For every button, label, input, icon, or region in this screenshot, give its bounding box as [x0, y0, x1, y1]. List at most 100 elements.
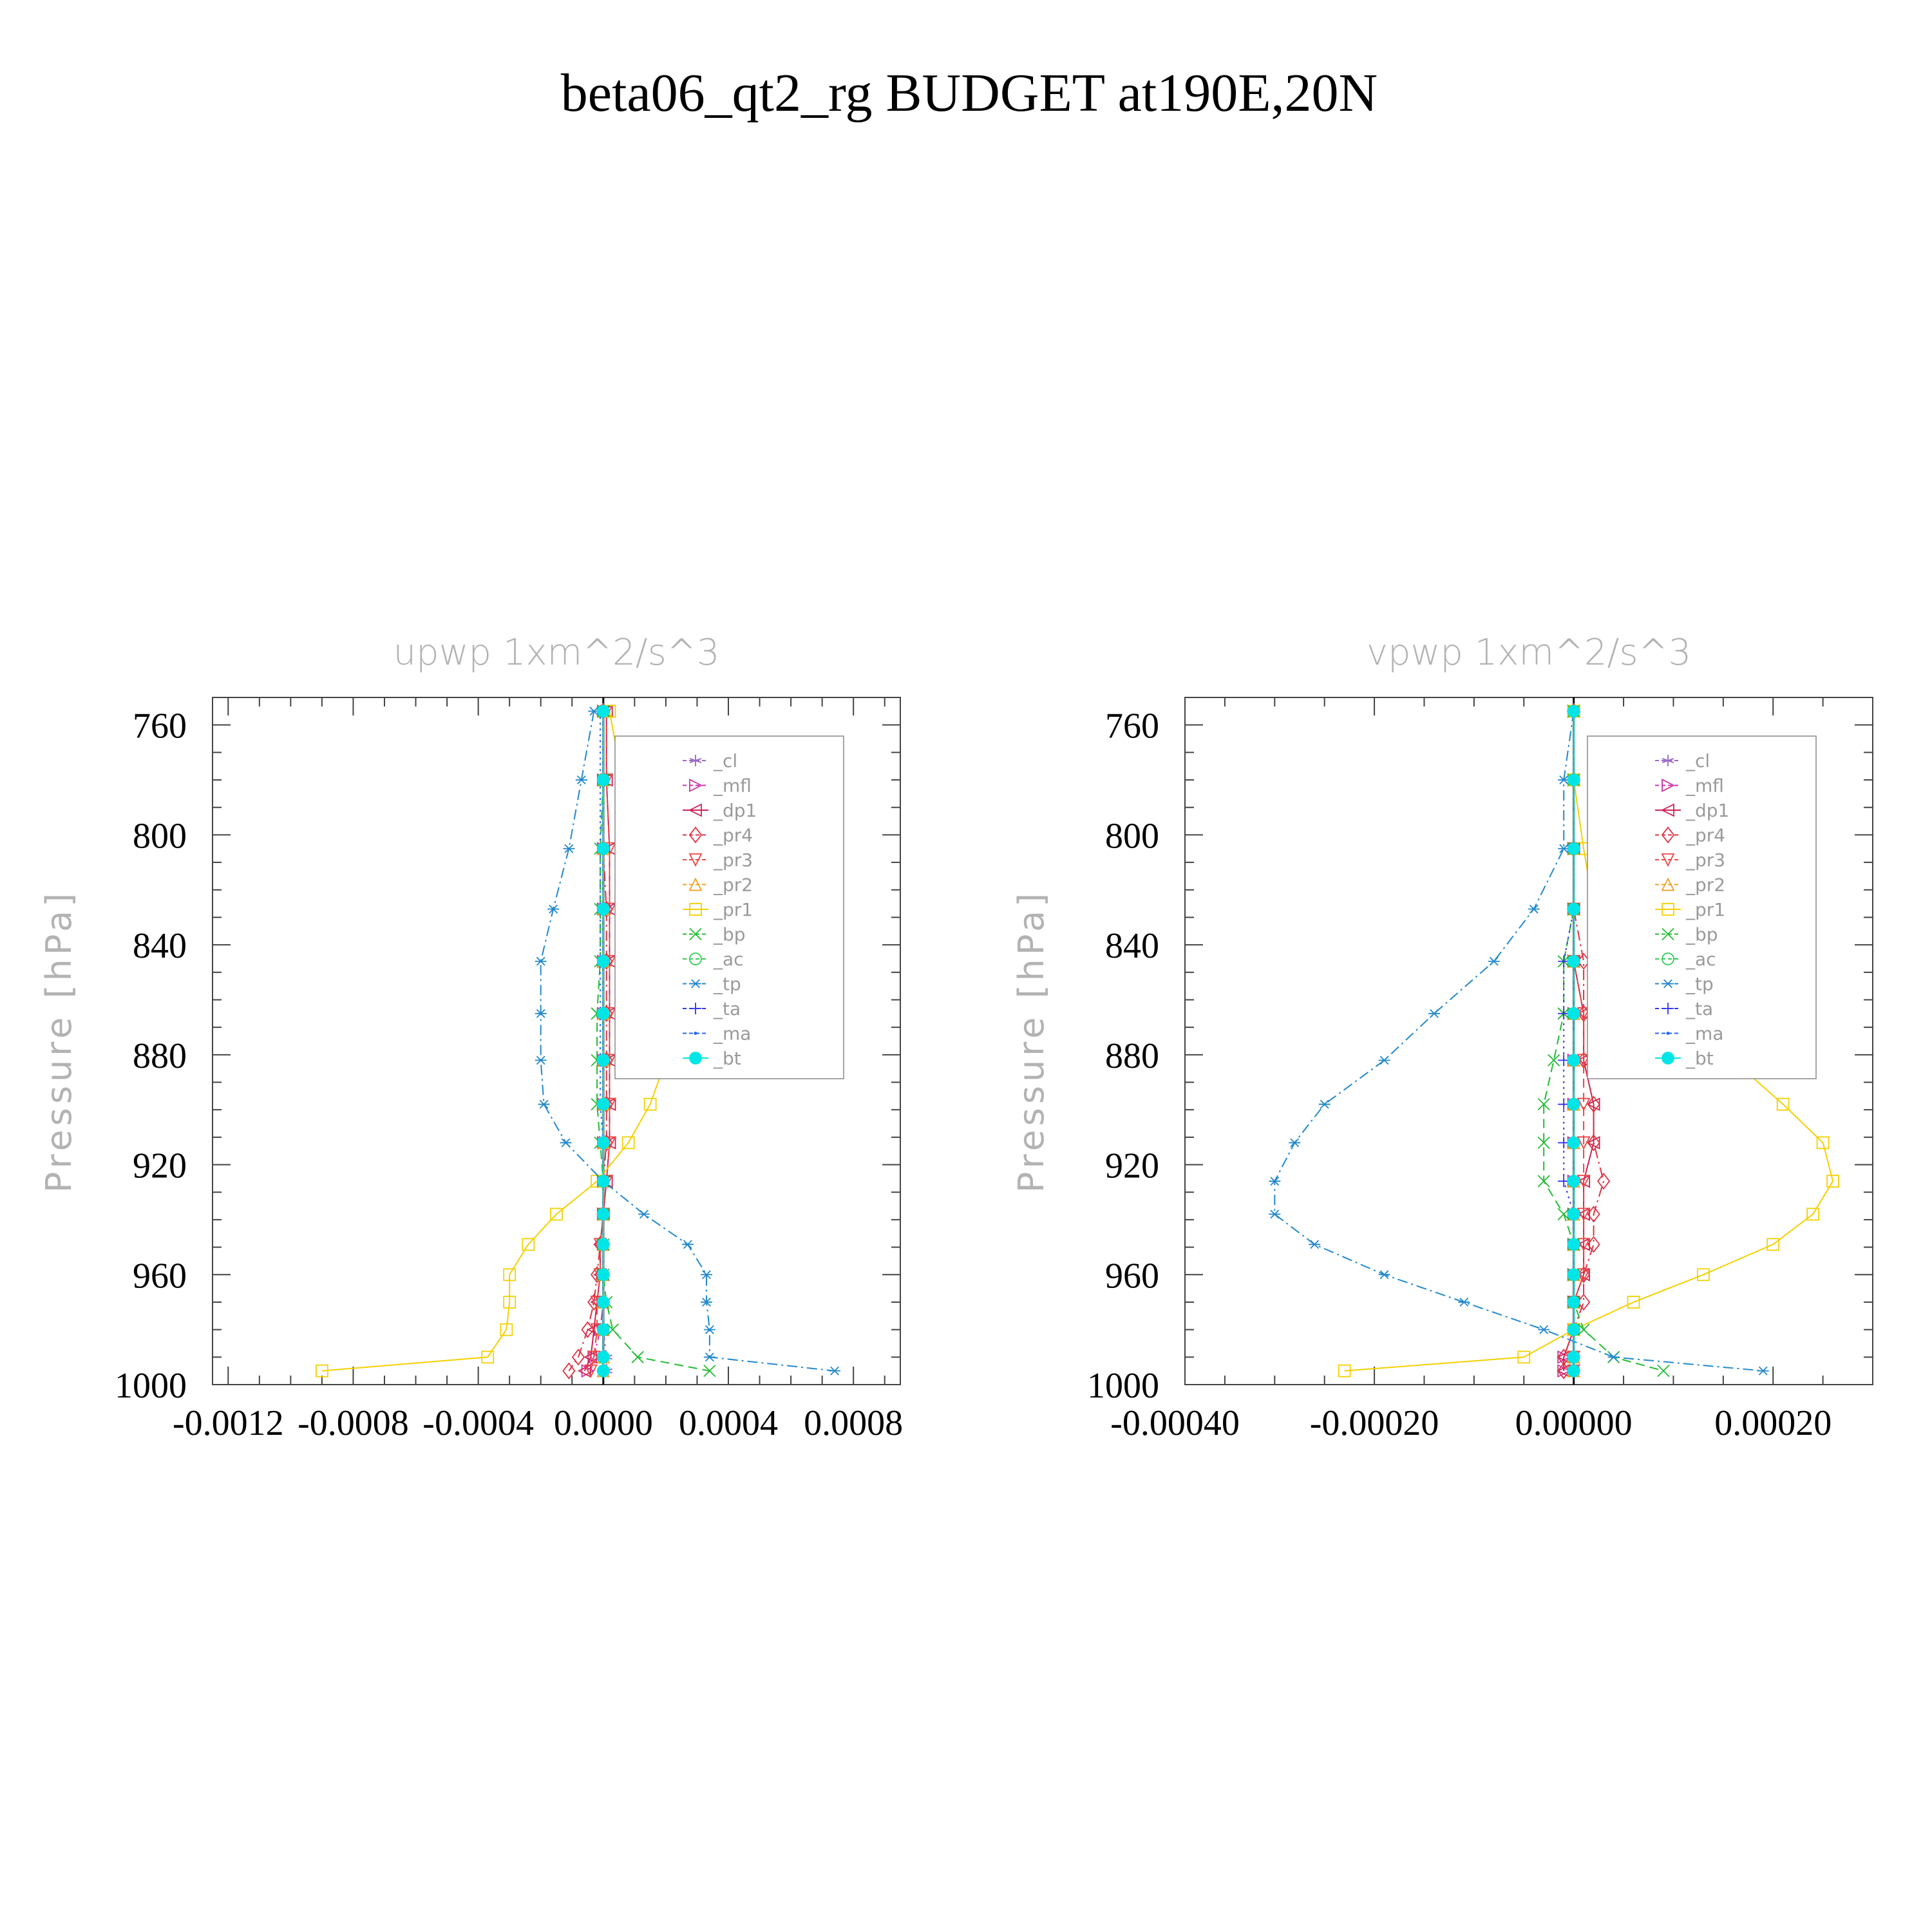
data-point — [1577, 1268, 1591, 1282]
legend: _cl _mfl _dp1 _pr4 _pr3 _pr2 _pr1 _bp _ac _tp _ta _… — [614, 735, 844, 1079]
legend-label: _ma — [713, 1023, 751, 1045]
data-point — [1766, 1238, 1780, 1251]
data-point — [581, 1321, 594, 1338]
data-point — [1577, 1136, 1591, 1150]
legend-marker — [690, 979, 701, 989]
legend-marker — [1661, 877, 1675, 891]
data-point — [1577, 1323, 1590, 1336]
data-point — [547, 904, 560, 914]
legend-marker — [688, 853, 703, 867]
data-point — [1567, 902, 1580, 916]
legend-label: _ac — [713, 949, 744, 970]
legend-label: _tp — [713, 974, 741, 995]
x-tick-label: 0.0008 — [804, 1403, 903, 1443]
legend-marker — [688, 803, 702, 817]
data-point — [1567, 1296, 1580, 1309]
data-point — [621, 1136, 635, 1150]
data-point — [1537, 1175, 1550, 1188]
legend-label: _pr3 — [1685, 849, 1725, 871]
y-tick-label: 920 — [133, 1146, 187, 1186]
data-point — [500, 1323, 513, 1336]
data-point — [1428, 1009, 1440, 1018]
legend-item: _pr3 — [1655, 849, 1725, 871]
legend-item: _ac — [683, 949, 744, 970]
plot-frame — [212, 697, 901, 1385]
data-point — [703, 1325, 715, 1334]
data-point — [563, 844, 575, 853]
legend-item: _ma — [1655, 1023, 1723, 1045]
data-point — [596, 1208, 610, 1221]
data-point — [1289, 1138, 1301, 1148]
legend-item: _bt — [683, 1048, 741, 1069]
y-tick-label: 1000 — [115, 1366, 187, 1406]
data-point — [503, 1296, 516, 1309]
legend-label: _pr1 — [1685, 899, 1725, 920]
legend-marker — [689, 903, 702, 916]
data-point — [638, 1209, 650, 1219]
data-point — [681, 1240, 694, 1249]
data-point — [1309, 1240, 1321, 1249]
data-point — [596, 1007, 610, 1020]
data-point — [1567, 1208, 1580, 1221]
y-tick-label: 960 — [133, 1256, 187, 1296]
data-point — [701, 1298, 713, 1307]
data-point — [631, 1350, 644, 1363]
data-point — [316, 1364, 328, 1378]
legend-item: _ta — [1655, 998, 1713, 1019]
legend-item: _pr4 — [683, 825, 753, 846]
y-axis-title: Pressure [hPa] — [39, 889, 79, 1193]
panel-title: vpwp 1xm^2/s^3 — [1367, 632, 1691, 674]
legend-label: _ta — [713, 998, 741, 1019]
data-point — [1587, 1095, 1600, 1113]
data-point — [596, 1054, 610, 1067]
y-tick-label: 800 — [133, 816, 187, 856]
y-tick-label: 960 — [1105, 1256, 1159, 1296]
legend-item: _pr1 — [1655, 899, 1725, 920]
data-point — [1577, 1175, 1591, 1189]
data-point — [1528, 904, 1540, 914]
data-point — [1567, 773, 1580, 786]
data-point — [596, 902, 610, 916]
data-point — [1577, 1097, 1591, 1112]
data-point — [1567, 1268, 1580, 1282]
data-point — [596, 1364, 610, 1378]
legend-marker — [1666, 1032, 1670, 1035]
data-point — [1269, 1209, 1281, 1219]
legend-marker — [1660, 803, 1674, 817]
data-point — [1587, 1206, 1600, 1223]
legend-marker — [1662, 1003, 1674, 1014]
y-tick-label: 920 — [1105, 1146, 1159, 1186]
legend-label: _pr1 — [713, 899, 753, 920]
data-point — [535, 1009, 547, 1018]
data-point — [596, 1323, 610, 1336]
legend-item: _bt — [1655, 1048, 1714, 1069]
data-point — [522, 1238, 535, 1251]
legend-label: _cl — [1685, 750, 1710, 772]
data-point — [1577, 1208, 1591, 1222]
y-axis-title: Pressure [hPa] — [1011, 889, 1052, 1193]
legend-box — [614, 735, 844, 1079]
x-tick-label: -0.0004 — [422, 1403, 534, 1443]
data-point — [703, 1352, 715, 1362]
legend-label: _pr4 — [1685, 825, 1725, 846]
data-point — [583, 1364, 598, 1378]
y-tick-label: 800 — [1105, 816, 1159, 856]
legend-marker — [688, 826, 703, 844]
data-point — [606, 1323, 620, 1336]
x-tick-label: 0.0004 — [679, 1403, 778, 1443]
y-tick-label: 760 — [1105, 706, 1159, 746]
data-point — [1587, 1134, 1600, 1151]
data-point — [1567, 842, 1580, 855]
data-point — [1596, 1172, 1611, 1190]
data-point — [1757, 1366, 1769, 1376]
data-point — [701, 1270, 713, 1280]
series-line — [1563, 711, 1605, 1371]
data-point — [1567, 954, 1580, 968]
legend-item: _cl — [1655, 750, 1710, 772]
legend-marker — [1662, 903, 1674, 916]
data-point — [1567, 1097, 1580, 1111]
legend-marker — [1662, 979, 1674, 989]
legend-item: _tp — [1655, 974, 1714, 995]
data-point — [587, 1350, 601, 1365]
data-point — [1537, 1136, 1550, 1150]
